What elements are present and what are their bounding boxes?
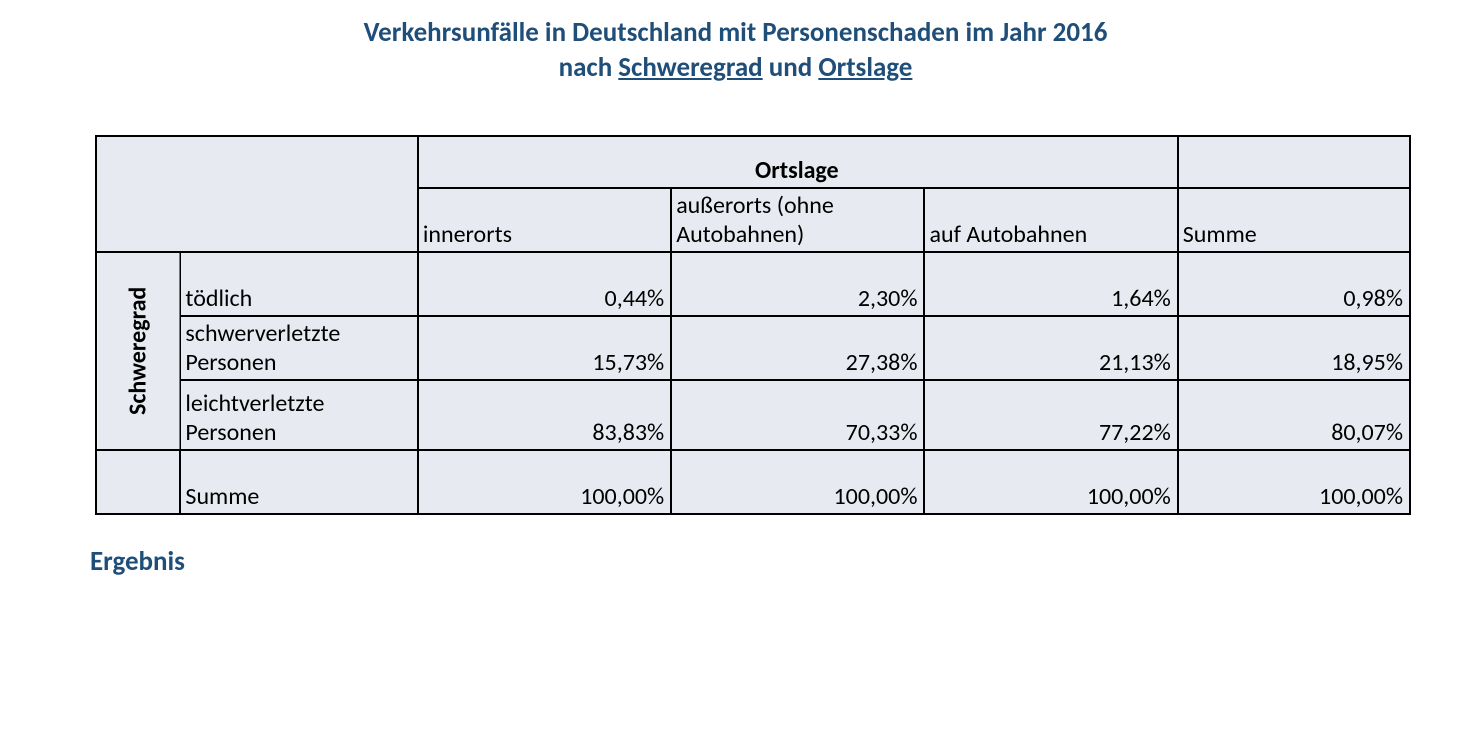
sum-cell-sum: 100,00% — [1178, 450, 1410, 514]
cell-2-2: 77,22% — [924, 380, 1177, 450]
data-row: Schweregrad tödlich 0,44% 2,30% 1,64% 0,… — [96, 252, 1410, 316]
row-group-header: Schweregrad — [96, 252, 180, 450]
sum-cell-1: 100,00% — [671, 450, 924, 514]
cell-0-0: 0,44% — [418, 252, 671, 316]
page-title-block: Verkehrsunfälle in Deutschland mit Perso… — [0, 15, 1471, 85]
cell-1-0: 15,73% — [418, 316, 671, 380]
sum-row-blank — [96, 450, 180, 514]
row-label-1: schwerverletzte Personen — [180, 316, 417, 380]
data-row: leichtverletzte Personen 83,83% 70,33% 7… — [96, 380, 1410, 450]
cell-1-sum: 18,95% — [1178, 316, 1410, 380]
cell-2-sum: 80,07% — [1178, 380, 1410, 450]
data-table-wrap: Ortslage innerorts außerorts (ohne Autob… — [95, 135, 1411, 515]
sum-cell-2: 100,00% — [924, 450, 1177, 514]
sum-col-header-blank — [1178, 136, 1410, 188]
sum-row-label: Summe — [180, 450, 417, 514]
col-header-0: innerorts — [418, 188, 671, 252]
col-header-sum: Summe — [1178, 188, 1410, 252]
cell-0-sum: 0,98% — [1178, 252, 1410, 316]
row-label-0: tödlich — [180, 252, 417, 316]
corner-cell — [96, 136, 418, 252]
col-header-2: auf Autobahnen — [924, 188, 1177, 252]
cell-1-1: 27,38% — [671, 316, 924, 380]
cell-2-0: 83,83% — [418, 380, 671, 450]
col-group-header: Ortslage — [418, 136, 1178, 188]
title-line-2: nach Schweregrad und Ortslage — [0, 50, 1471, 85]
header-row-group: Ortslage — [96, 136, 1410, 188]
sum-cell-0: 100,00% — [418, 450, 671, 514]
col-header-1: außerorts (ohne Autobahnen) — [671, 188, 924, 252]
row-label-2: leichtverletzte Personen — [180, 380, 417, 450]
data-table: Ortslage innerorts außerorts (ohne Autob… — [95, 135, 1411, 515]
cell-1-2: 21,13% — [924, 316, 1177, 380]
cell-0-1: 2,30% — [671, 252, 924, 316]
title-line-1: Verkehrsunfälle in Deutschland mit Perso… — [0, 15, 1471, 50]
data-row: schwerverletzte Personen 15,73% 27,38% 2… — [96, 316, 1410, 380]
cell-2-1: 70,33% — [671, 380, 924, 450]
sum-row: Summe 100,00% 100,00% 100,00% 100,00% — [96, 450, 1410, 514]
cell-0-2: 1,64% — [924, 252, 1177, 316]
footer-heading: Ergebnis — [90, 545, 1471, 578]
